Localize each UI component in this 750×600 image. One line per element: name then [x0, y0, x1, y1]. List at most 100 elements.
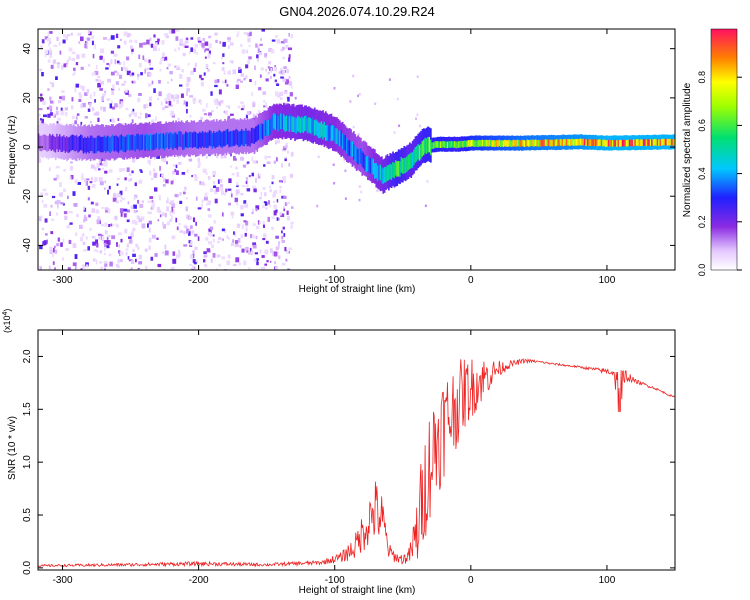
- spectrogram-noise-cell: [131, 48, 134, 52]
- spectrogram-noise-cell: [222, 80, 226, 84]
- spectrogram-ridge-core: [654, 138, 656, 146]
- spectrogram-noise-cell: [257, 58, 259, 62]
- spectrogram-noise-cell: [283, 66, 287, 69]
- spectrogram-noise-cell: [230, 193, 233, 198]
- spectrogram-noise-cell: [95, 209, 100, 214]
- spectrogram-ridge-core: [456, 141, 459, 149]
- spectrogram-noise-cell: [316, 204, 319, 208]
- spectrogram-noise-cell: [100, 48, 104, 54]
- spectrogram-noise-cell: [128, 94, 132, 97]
- spectrogram-noise-cell: [284, 158, 287, 162]
- spectrogram-noise-cell: [172, 251, 176, 256]
- spectrogram-noise-cell: [204, 56, 207, 59]
- spectrogram-noise-cell: [155, 116, 157, 122]
- spectrogram-ridge-core: [319, 122, 322, 139]
- spectrogram-noise-cell: [169, 219, 172, 222]
- spectrogram-ridge-core: [45, 134, 47, 151]
- spectrogram-noise-cell: [195, 221, 197, 226]
- spectrogram-noise-cell: [242, 164, 246, 168]
- spectrogram-ridge-core: [507, 140, 509, 147]
- colorbar-label: Normalized spectral amplitude: [682, 82, 693, 217]
- spectrogram-ridge-core: [588, 139, 590, 146]
- spectrogram-noise-cell: [67, 267, 71, 270]
- spectrogram-ridge-core: [481, 139, 484, 147]
- spectrogram-noise-cell: [113, 53, 118, 57]
- spectrogram-noise-cell: [246, 162, 249, 166]
- spectrogram-ridge-core: [287, 114, 289, 130]
- spectrogram-noise-cell: [228, 178, 232, 183]
- x-tick-label: -200: [189, 575, 209, 586]
- spectrogram-noise-cell: [76, 54, 80, 60]
- spectrogram-noise-cell: [204, 48, 206, 53]
- spectrogram-ridge-core: [584, 138, 586, 146]
- spectrogram-noise-cell: [108, 240, 111, 245]
- spectrogram-noise-cell: [39, 68, 43, 72]
- spectrogram-noise-cell: [173, 97, 175, 102]
- spectrogram-ridge-core: [388, 164, 390, 181]
- x-tick-label: 0: [468, 275, 474, 286]
- spectrogram-ridge-core: [186, 132, 189, 148]
- spectrogram-noise-cell: [62, 238, 65, 243]
- spectrogram-noise-cell: [63, 188, 66, 193]
- spectrogram-noise-cell: [197, 207, 202, 210]
- spectrogram-noise-cell: [290, 151, 294, 157]
- spectrogram-noise-cell: [151, 234, 156, 239]
- spectrogram-ridge-core: [577, 138, 579, 146]
- spectrogram-noise-cell: [192, 217, 196, 223]
- spectrogram-noise-cell: [131, 80, 134, 84]
- spectrogram-noise-cell: [183, 191, 186, 195]
- spectrogram-noise-cell: [114, 215, 118, 221]
- spectrogram-ridge-core: [346, 137, 348, 154]
- spectrogram-noise-cell: [128, 179, 131, 182]
- spectrogram-ridge-core: [668, 139, 670, 146]
- spectrogram-noise-cell: [84, 92, 88, 96]
- spectrogram-ridge-core: [59, 134, 61, 150]
- spectrogram-noise-cell: [55, 165, 60, 169]
- spectrogram-noise-cell: [104, 242, 107, 248]
- spectrogram-noise-cell: [240, 101, 244, 104]
- spectrogram-noise-cell: [258, 221, 261, 224]
- spectrogram-noise-cell: [241, 49, 246, 54]
- spectrogram-noise-cell: [78, 41, 81, 44]
- spectrogram-ridge-core: [439, 141, 442, 148]
- spectrogram-noise-cell: [109, 261, 113, 267]
- spectrogram-ridge-core: [144, 135, 147, 151]
- spectrogram-noise-cell: [130, 45, 133, 49]
- spectrogram-noise-cell: [167, 98, 171, 103]
- x-tick-label: -100: [325, 275, 345, 286]
- spectrogram-noise-cell: [140, 216, 145, 221]
- spectrogram-ridge-core: [183, 133, 186, 150]
- spectrogram-noise-cell: [218, 237, 222, 241]
- spectrogram-ridge-core: [175, 132, 177, 149]
- spectrogram-noise-cell: [147, 159, 152, 164]
- spectrogram-noise-cell: [271, 175, 275, 180]
- spectrogram-noise-cell: [270, 76, 272, 79]
- spectrogram-noise-cell: [117, 62, 122, 65]
- spectrogram-noise-cell: [227, 71, 231, 75]
- spectrogram-ridge-core: [505, 140, 508, 147]
- spectrogram-noise-cell: [100, 266, 104, 270]
- spectrogram-noise-cell: [287, 97, 290, 102]
- spectrogram-noise-cell: [38, 108, 43, 111]
- spectrogram-noise-cell: [358, 185, 361, 188]
- spectrogram-noise-cell: [161, 251, 164, 254]
- spectrogram-noise-cell: [112, 197, 117, 202]
- spectrogram-noise-cell: [103, 169, 108, 172]
- spectrogram-noise-cell: [174, 94, 178, 98]
- spectrogram-noise-cell: [275, 91, 279, 97]
- spectrogram-noise-cell: [237, 78, 241, 81]
- spectrogram-ridge-core: [417, 143, 420, 160]
- spectrogram-noise-cell: [112, 223, 115, 227]
- spectrogram-noise-cell: [223, 110, 226, 114]
- spectrogram-noise-cell: [152, 205, 155, 208]
- spectrogram-noise-cell: [230, 113, 234, 116]
- spectrogram-ridge-core: [498, 139, 501, 147]
- spectrogram-noise-cell: [281, 263, 286, 266]
- spectrogram-noise-cell: [208, 35, 212, 39]
- spectrogram-noise-cell: [110, 50, 114, 54]
- spectrogram-marks: [38, 29, 675, 270]
- colorbar-ticks: 0.00.20.40.60.8: [697, 71, 742, 276]
- spectrogram-ridge-core: [204, 131, 207, 148]
- spectrogram-noise-cell: [190, 240, 193, 246]
- spectrogram-noise-cell: [104, 90, 107, 94]
